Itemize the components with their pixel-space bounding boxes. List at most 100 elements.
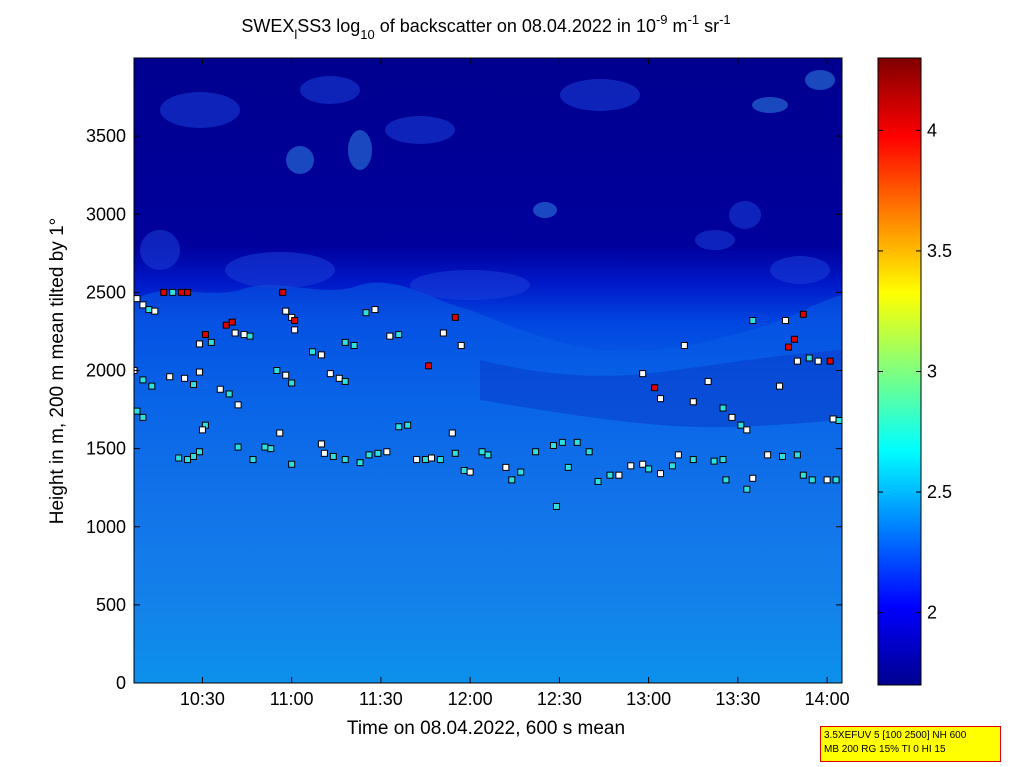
layer-marker bbox=[317, 440, 325, 448]
layer-marker bbox=[365, 451, 373, 459]
info-line-1: 3.5XEFUV 5 [100 2500] NH 600 bbox=[824, 730, 967, 741]
layer-marker bbox=[657, 470, 665, 478]
layer-marker bbox=[326, 370, 334, 378]
x-tick-label: 13:00 bbox=[626, 689, 671, 709]
layer-marker bbox=[249, 456, 257, 464]
layer-marker bbox=[451, 449, 459, 457]
layer-marker bbox=[805, 354, 813, 362]
layer-marker bbox=[651, 384, 659, 392]
x-tick-label: 11:30 bbox=[359, 689, 403, 709]
layer-marker bbox=[466, 468, 474, 476]
layer-marker bbox=[689, 398, 697, 406]
y-axis-label: Height in m, 200 m mean tilted by 1° bbox=[47, 218, 68, 524]
layer-marker bbox=[564, 463, 572, 471]
layer-marker bbox=[273, 367, 281, 374]
layer-marker bbox=[189, 381, 197, 389]
layer-marker bbox=[689, 456, 697, 464]
layer-marker bbox=[425, 362, 433, 370]
layer-marker bbox=[181, 374, 189, 382]
layer-marker bbox=[195, 368, 203, 376]
layer-marker bbox=[517, 468, 525, 476]
y-tick-label: 3500 bbox=[86, 126, 126, 146]
layer-marker bbox=[395, 423, 403, 431]
layer-marker bbox=[356, 459, 364, 467]
layer-marker bbox=[704, 377, 712, 385]
layer-marker bbox=[216, 385, 224, 393]
colorbar-tick-label: 4 bbox=[927, 120, 937, 140]
layer-marker bbox=[234, 443, 242, 451]
layer-marker bbox=[835, 417, 842, 424]
layer-marker bbox=[160, 288, 168, 296]
layer-marker bbox=[668, 462, 676, 470]
y-tick-label: 2500 bbox=[86, 282, 126, 302]
layer-marker bbox=[308, 348, 316, 356]
layer-marker bbox=[532, 448, 540, 456]
layer-marker bbox=[799, 310, 807, 318]
layer-marker bbox=[282, 371, 290, 379]
layer-markers bbox=[134, 288, 842, 510]
x-axis-label: Time on 08.04.2022, 600 s mean bbox=[347, 718, 625, 739]
layer-marker bbox=[362, 309, 370, 317]
layer-marker bbox=[134, 407, 141, 415]
x-tick-label: 12:00 bbox=[448, 689, 493, 709]
layer-marker bbox=[231, 329, 239, 337]
layer-marker bbox=[606, 471, 614, 479]
layer-marker bbox=[585, 448, 593, 456]
y-tick-label: 2000 bbox=[86, 361, 126, 381]
x-tick-label: 12:30 bbox=[537, 689, 582, 709]
layer-marker bbox=[166, 373, 174, 381]
layer-marker bbox=[413, 456, 421, 464]
layer-marker bbox=[508, 476, 516, 484]
boundary-layer bbox=[134, 282, 842, 683]
layer-marker bbox=[457, 342, 465, 349]
layer-marker bbox=[374, 449, 382, 457]
layer-marker bbox=[145, 306, 153, 314]
layer-marker bbox=[451, 313, 459, 321]
layer-marker bbox=[784, 343, 792, 351]
layer-marker bbox=[317, 351, 325, 359]
chart-title: SWEXlSS3 log10 of backscatter on 08.04.2… bbox=[241, 12, 730, 42]
layer-marker bbox=[404, 421, 412, 429]
layer-marker bbox=[639, 370, 647, 378]
layer-marker bbox=[776, 382, 784, 390]
heatmap-plot bbox=[134, 58, 842, 683]
layer-marker bbox=[184, 288, 192, 296]
layer-marker bbox=[790, 335, 798, 343]
layer-marker bbox=[814, 357, 822, 365]
x-tick-label: 10:30 bbox=[180, 689, 225, 709]
layer-marker bbox=[184, 456, 192, 464]
layer-marker bbox=[178, 288, 186, 296]
layer-marker bbox=[427, 454, 435, 462]
layer-marker bbox=[282, 307, 290, 315]
layer-marker bbox=[139, 413, 147, 421]
colorbar-tick-label: 2 bbox=[927, 603, 937, 623]
y-tick-label: 500 bbox=[96, 595, 126, 615]
layer-marker bbox=[502, 463, 510, 471]
layer-marker bbox=[793, 357, 801, 365]
layer-marker bbox=[246, 332, 254, 340]
layer-marker bbox=[207, 338, 215, 346]
layer-marker bbox=[645, 465, 653, 473]
colorbar-tick-label: 2.5 bbox=[927, 482, 952, 502]
x-tick-label: 14:00 bbox=[805, 689, 850, 709]
layer-marker bbox=[276, 429, 284, 437]
layer-marker bbox=[371, 306, 379, 314]
layer-marker bbox=[139, 376, 147, 384]
layer-marker bbox=[395, 331, 403, 339]
info-line-2: MB 200 RG 15% TI 0 HI 15 bbox=[824, 744, 946, 755]
layer-marker bbox=[448, 429, 456, 437]
layer-marker bbox=[749, 474, 757, 482]
layer-marker bbox=[808, 476, 816, 484]
layer-marker bbox=[594, 477, 602, 485]
layer-marker bbox=[228, 318, 236, 326]
layer-marker bbox=[549, 442, 557, 449]
layer-marker bbox=[722, 476, 730, 484]
dark-band bbox=[480, 350, 842, 428]
layer-marker bbox=[484, 451, 492, 459]
layer-marker bbox=[189, 452, 197, 460]
layer-marker bbox=[320, 449, 328, 457]
layer-marker bbox=[422, 456, 430, 464]
layer-marker bbox=[151, 307, 159, 315]
layer-marker bbox=[558, 438, 566, 446]
